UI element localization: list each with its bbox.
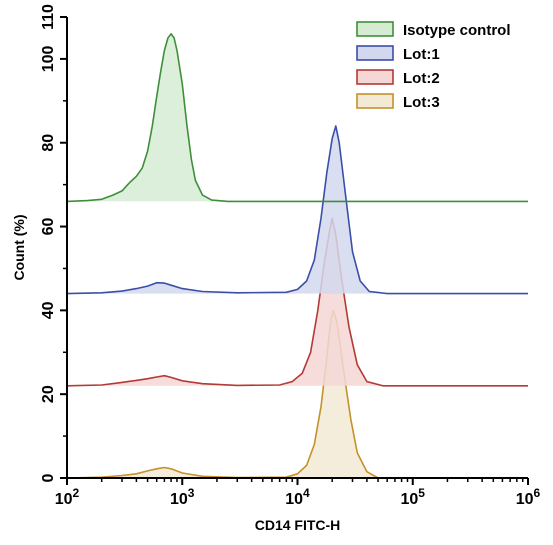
legend: Isotype control Lot:1 Lot:2 Lot:3 [356,21,511,111]
y-tick-label: 40 [40,301,57,319]
series-fill-3 [67,310,528,478]
legend-swatch-3 [356,93,394,109]
x-tick-base: 10 [170,491,188,508]
legend-label-2: Lot:2 [403,70,440,87]
series-line-1 [66,125,528,295]
x-tick-exponent: 5 [418,486,425,500]
x-tick-base: 10 [516,491,534,508]
series-fill-1 [67,126,528,294]
x-tick-base: 10 [285,491,303,508]
y-tick-label: 0 [40,473,57,482]
y-axis-title: Count (%) [11,214,27,280]
legend-swatch-1 [356,45,394,61]
series-fill-0 [67,33,528,202]
legend-swatch-2 [356,69,394,85]
y-tick-label: 100 [40,45,57,72]
x-tick-label: 104 [285,486,310,508]
x-tick-exponent: 3 [188,486,195,500]
y-tick-label: 110 [40,4,57,30]
y-tick-label: 60 [40,218,57,236]
x-tick-base: 10 [401,491,419,508]
series-line-2 [66,217,528,387]
legend-label-0: Isotype control [403,22,511,39]
legend-swatch-0 [356,21,394,37]
y-tick-label: 20 [40,385,57,403]
legend-label-1: Lot:1 [403,46,440,63]
series-fill-2 [67,218,528,386]
x-tick-exponent: 6 [534,486,541,500]
y-tick-label: 80 [40,134,57,152]
x-tick-exponent: 2 [73,486,80,500]
plot-area [66,33,528,479]
series-line-0 [66,33,528,203]
x-tick-label: 105 [401,486,426,508]
x-tick-label: 102 [55,486,80,508]
legend-label-3: Lot:3 [403,94,440,111]
x-axis-title: CD14 FITC-H [255,517,341,533]
x-tick-base: 10 [55,491,73,508]
x-tick-exponent: 4 [303,486,310,500]
x-tick-label: 106 [516,486,541,508]
series-line-3 [66,309,528,479]
x-tick-label: 103 [170,486,195,508]
